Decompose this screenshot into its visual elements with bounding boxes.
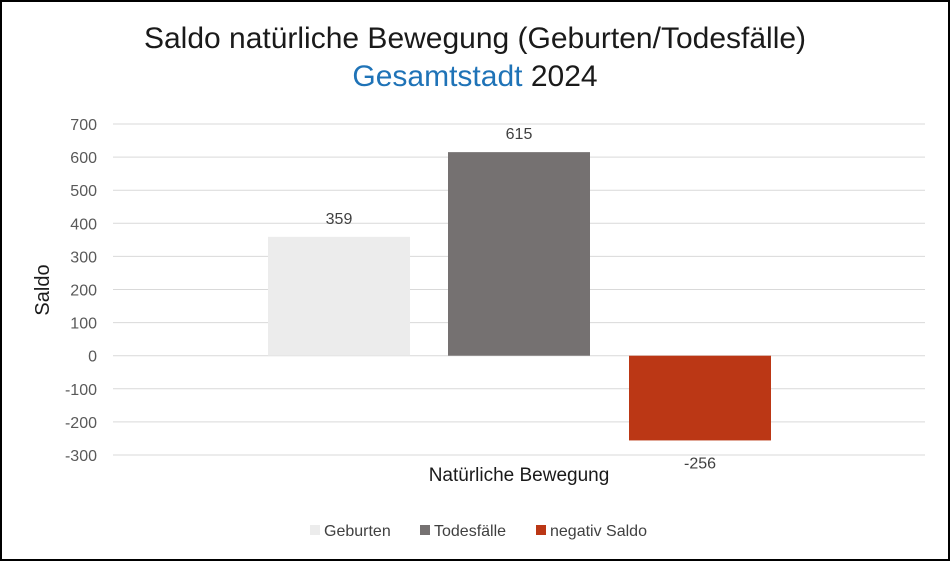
y-tick-label: -200 — [65, 415, 97, 432]
legend-swatch — [310, 525, 320, 535]
subtitle-area: Gesamtstadt — [352, 60, 523, 93]
y-tick-label: -300 — [65, 448, 97, 465]
y-tick-label: -100 — [65, 382, 97, 399]
legend-swatch — [536, 525, 546, 535]
y-tick-label: 300 — [70, 249, 97, 266]
chart-title: Saldo natürliche Bewegung (Geburten/Tode… — [143, 22, 807, 55]
y-tick-label: 500 — [70, 183, 97, 200]
legend-label: negativ Saldo — [550, 523, 647, 540]
bar-todesfälle — [448, 152, 590, 356]
data-label: 615 — [506, 126, 533, 143]
y-tick-label: 600 — [70, 150, 97, 167]
y-tick-label: 100 — [70, 316, 97, 333]
legend-label: Geburten — [324, 523, 391, 540]
data-label: 359 — [326, 211, 353, 228]
y-tick-label: 700 — [70, 117, 97, 134]
y-tick-label: 0 — [88, 349, 97, 366]
legend-swatch — [420, 525, 430, 535]
y-tick-label: 200 — [70, 283, 97, 300]
bar-negativ-saldo — [629, 355, 771, 441]
data-label: -256 — [684, 455, 716, 472]
chart-subtitle: Gesamtstadt 2024 — [0, 60, 950, 94]
subtitle-year: 2024 — [530, 60, 598, 93]
x-axis-label: Natürliche Bewegung — [429, 465, 610, 486]
bar-geburten — [268, 236, 410, 356]
legend-label: Todesfälle — [434, 523, 506, 540]
y-axis-label: Saldo — [32, 264, 54, 315]
y-tick-label: 400 — [70, 216, 97, 233]
